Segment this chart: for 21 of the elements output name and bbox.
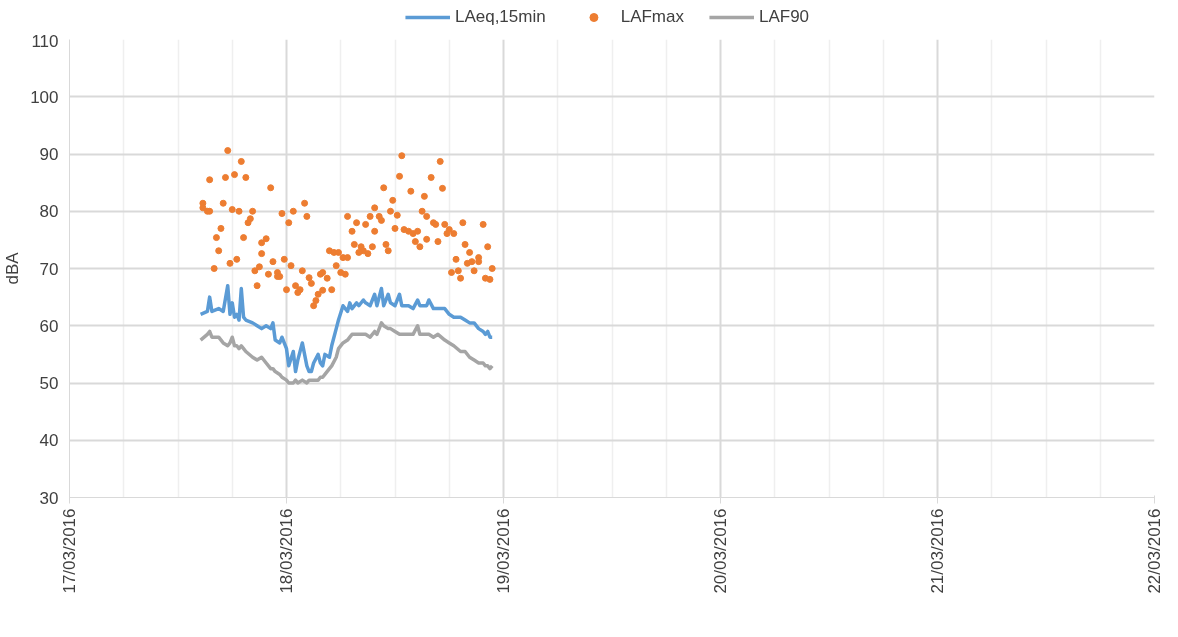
y-tick-label: 40 [39, 431, 59, 451]
x-tick-label: 20/03/2016 [711, 508, 730, 594]
x-tick-label: 17/03/2016 [60, 508, 79, 594]
y-tick-label: 100 [30, 87, 59, 107]
legend-label: LAF90 [758, 7, 810, 27]
x-tick-label: 22/03/2016 [1145, 508, 1164, 594]
x-tick-label: 21/03/2016 [928, 508, 947, 594]
y-axis-title: dBA [3, 251, 23, 285]
x-tick-label: 19/03/2016 [494, 508, 513, 594]
y-tick-label: 80 [39, 202, 59, 222]
y-tick-label: 60 [39, 316, 59, 336]
x-tick-label: 18/03/2016 [277, 508, 296, 594]
y-tick-label: 50 [39, 374, 59, 393]
legend-label: LAeq,15min [454, 7, 546, 27]
legend-label: LAFmax [620, 7, 684, 27]
y-tick-label: 70 [39, 259, 59, 279]
line-series [198, 283, 494, 374]
line-series [198, 321, 494, 385]
y-tick-label: 90 [39, 145, 59, 164]
y-tick-label: 30 [39, 488, 59, 508]
y-tick-label: 110 [31, 31, 59, 51]
